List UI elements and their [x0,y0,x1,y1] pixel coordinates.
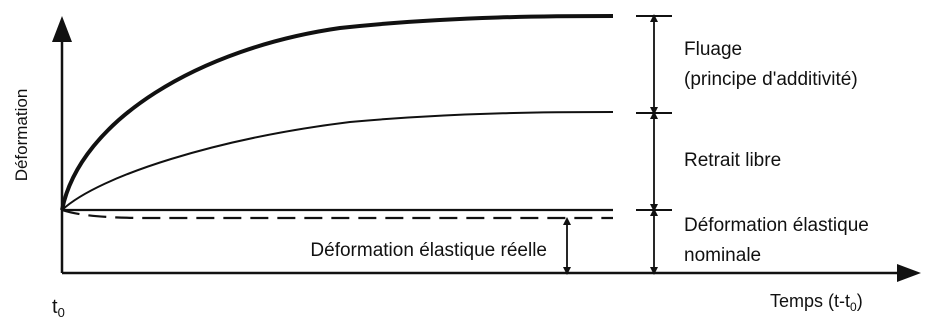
x-axis-label-close: ) [857,291,863,311]
real-elastic-label: Déformation élastique réelle [310,240,547,261]
origin-label: t0 [52,296,65,320]
origin-label-main: t [52,296,58,318]
creep-label-line1: Fluage [684,39,742,60]
free-shrinkage-label: Retrait libre [684,150,781,171]
total-deformation-curve [60,14,614,211]
y-axis-label: Déformation [12,89,31,182]
free-shrinkage-curve [61,111,614,211]
creep-label-line2: (principe d'additivité) [684,69,858,90]
x-axis-label: Temps (t-t0) [770,291,863,314]
nominal-elastic-label-line1: Déformation élastique [684,215,869,236]
y-axis-arrow-icon [52,16,72,42]
real-elastic-dashed-curve [61,208,613,220]
x-axis-label-subscript: 0 [850,300,857,314]
x-axis-arrow-icon [897,264,921,282]
origin-label-subscript: 0 [58,305,65,320]
x-axis-label-main: Temps (t-t [770,291,850,311]
nominal-elastic-label-line2: nominale [684,245,761,266]
